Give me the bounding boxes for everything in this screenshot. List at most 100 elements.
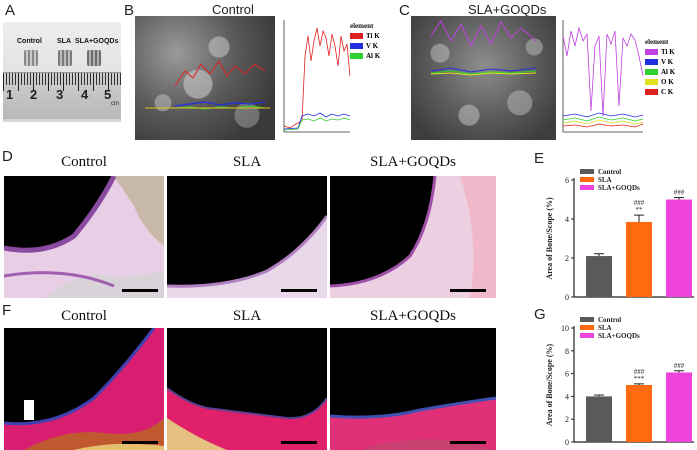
histology-f-control xyxy=(4,328,164,450)
legend-item: Al K xyxy=(350,52,396,60)
significance-label: ### xyxy=(634,368,645,376)
scale-bar xyxy=(122,289,158,292)
legend-item: C K xyxy=(645,88,697,96)
legend-title: element xyxy=(350,22,374,30)
sem-linescan-overlay xyxy=(145,60,270,110)
legend-swatch xyxy=(580,333,594,338)
row-d-caption-control: Control xyxy=(61,154,107,170)
bar-control xyxy=(586,256,612,297)
panel-label-e: E xyxy=(534,150,545,167)
bar-sla xyxy=(626,221,652,297)
y-tick-label: 0 xyxy=(565,293,569,302)
row-d-caption-sla-goqds: SLA+GOQDs xyxy=(370,154,456,170)
legend-label: Control xyxy=(598,316,621,324)
legend-label: SLA+GOQDs xyxy=(598,332,640,340)
panel-b-title: Control xyxy=(212,2,254,17)
legend-item: V K xyxy=(350,42,396,50)
significance-label: ### xyxy=(674,189,685,197)
y-tick-label: 10 xyxy=(561,324,569,333)
legend-item: Ti K xyxy=(350,32,396,40)
panel-label-b: B xyxy=(124,2,135,19)
row-d-caption-sla: SLA xyxy=(232,154,262,170)
legend-item: V K xyxy=(645,58,697,66)
legend-item: Ti K xyxy=(645,48,697,56)
sample-cylinder xyxy=(24,50,38,66)
ruler-number: 4 xyxy=(81,87,89,102)
panel-b-sem-image xyxy=(135,16,275,140)
legend-label: SLA xyxy=(598,176,612,184)
legend-c: element Ti K V K Al K O K C K xyxy=(645,38,697,96)
panel-label-d: D xyxy=(2,148,13,165)
legend-item: O K xyxy=(645,78,697,86)
panel-label-g: G xyxy=(534,306,546,323)
row-f-caption-sla: SLA xyxy=(232,308,262,324)
ruler-ticks-major xyxy=(3,73,121,91)
legend-swatch xyxy=(580,325,594,330)
ruler-number: 1 xyxy=(6,87,14,102)
legend-b: element Ti K V K Al K xyxy=(350,22,396,60)
panel-c-eds-plot: element Ti K V K Al K O K C K xyxy=(559,16,697,140)
significance-label: ** xyxy=(636,206,644,214)
bar-sla-goqds xyxy=(666,199,692,297)
row-f-caption-control: Control xyxy=(61,308,107,324)
sample-cylinder xyxy=(58,50,72,66)
scale-bar xyxy=(281,289,317,292)
histology-d-sla xyxy=(167,176,327,298)
legend-item: Al K xyxy=(645,68,697,76)
panel-label-c: C xyxy=(399,2,410,19)
y-axis-label: Area of Bone/Scope (%) xyxy=(545,344,554,427)
ruler-unit: cm xyxy=(111,101,119,107)
sample-cylinder xyxy=(87,50,101,66)
legend-swatch xyxy=(580,185,594,190)
row-f-caption-sla-goqds: SLA+GOQDs xyxy=(370,308,456,324)
bar-sla-goqds xyxy=(666,372,692,442)
ruler-number: 3 xyxy=(56,87,64,102)
y-axis-label: Area of Bone/Scope (%) xyxy=(545,197,554,280)
panel-c-title: SLA+GOQDs xyxy=(468,2,547,17)
y-tick-label: 6 xyxy=(565,176,569,185)
legend-title: element xyxy=(645,38,669,46)
panel-label-f: F xyxy=(2,302,12,319)
y-tick-label: 0 xyxy=(565,438,569,447)
eds-spectrum-c xyxy=(562,20,644,133)
sem-linescan-overlay xyxy=(430,20,537,76)
scale-bar xyxy=(281,441,317,444)
ruler: 1 2 3 4 5 cm xyxy=(3,72,121,119)
histology-f-sla-goqds xyxy=(330,328,496,450)
y-tick-label: 4 xyxy=(565,392,569,401)
scale-bar xyxy=(122,441,158,444)
panel-label-a: A xyxy=(5,2,16,19)
sample-label-sla: SLA xyxy=(57,38,71,45)
y-tick-label: 2 xyxy=(565,415,569,424)
scale-bar xyxy=(450,289,486,292)
panel-b-eds-plot: element Ti K V K Al K xyxy=(278,16,396,140)
ruler-number: 2 xyxy=(30,87,38,102)
y-tick-label: 2 xyxy=(565,254,569,263)
sample-label-sla-goqds: SLA+GOQDs xyxy=(75,38,119,45)
legend-label: SLA xyxy=(598,324,612,332)
panel-a-photo: Control SLA SLA+GOQDs 1 2 3 4 5 cm xyxy=(3,22,121,122)
sample-label-control: Control xyxy=(17,38,42,45)
bar-control xyxy=(586,396,612,442)
histology-d-control xyxy=(4,176,164,298)
legend-label: SLA+GOQDs xyxy=(598,184,640,192)
ruler-number: 5 xyxy=(104,87,112,102)
panel-c-sem-image xyxy=(411,16,556,140)
histology-d-sla-goqds xyxy=(330,176,496,298)
legend-swatch xyxy=(580,317,594,322)
legend-label: Control xyxy=(598,168,621,176)
significance-label: ### xyxy=(634,199,645,207)
histology-f-sla xyxy=(167,328,327,450)
y-tick-label: 8 xyxy=(565,347,569,356)
legend-swatch xyxy=(580,169,594,174)
scale-bar xyxy=(450,441,486,444)
y-tick-label: 6 xyxy=(565,370,569,379)
legend-swatch xyxy=(580,177,594,182)
eds-spectrum-b xyxy=(283,20,351,133)
significance-label: *** xyxy=(634,375,645,383)
bar-sla xyxy=(626,385,652,442)
y-tick-label: 4 xyxy=(565,215,569,224)
significance-label: ### xyxy=(674,362,685,370)
